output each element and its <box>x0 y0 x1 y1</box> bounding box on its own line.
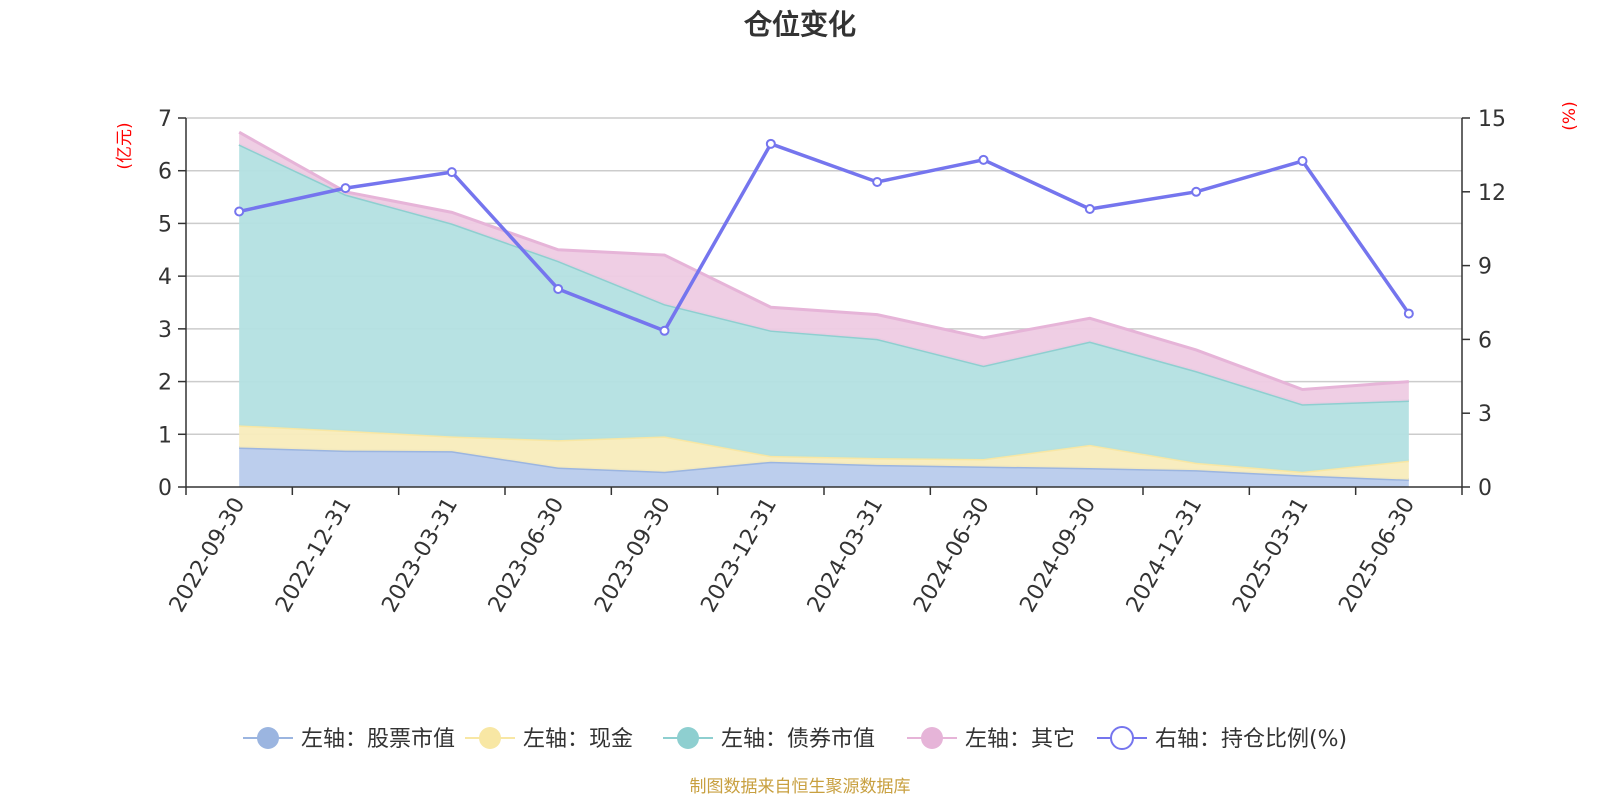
line-point <box>234 206 245 217</box>
x-axis-tick-label: 2023-12-31 <box>696 494 782 617</box>
chart-title: 仓位变化 <box>744 8 856 41</box>
x-axis-tick-label: 2025-06-30 <box>1334 494 1420 617</box>
legend-label: 左轴：其它 <box>965 727 1075 752</box>
left-axis-tick-label: 7 <box>158 107 172 132</box>
right-axis-tick-label: 15 <box>1478 107 1506 132</box>
x-axis-tick-label: 2023-09-30 <box>590 494 676 617</box>
legend-label: 左轴：股票市值 <box>301 727 455 752</box>
x-axis-tick-label: 2022-12-31 <box>271 494 357 617</box>
left-axis-tick-label: 0 <box>158 476 172 501</box>
right-axis-tick-label: 12 <box>1478 181 1506 206</box>
line-series <box>234 138 1414 336</box>
right-axis-tick-label: 6 <box>1478 328 1492 353</box>
line-point <box>1297 156 1308 167</box>
legend-label: 左轴：现金 <box>523 727 633 752</box>
area-左轴：其它 <box>239 132 1409 405</box>
area-左轴：现金 <box>239 425 1409 480</box>
legend-item: 左轴：现金 <box>465 727 633 752</box>
left-axis-unit: (亿元) <box>115 122 135 169</box>
area-左轴：股票市值 <box>239 447 1409 487</box>
left-axis-tick-label: 2 <box>158 371 172 396</box>
area-左轴：债券市值 <box>239 144 1409 472</box>
line-point <box>978 154 989 165</box>
line-point <box>340 183 351 194</box>
data-source-note: 制图数据来自恒生聚源数据库 <box>690 777 911 797</box>
legend-item: 左轴：其它 <box>907 727 1075 752</box>
left-axis-tick-label: 3 <box>158 318 172 343</box>
legend-marker-icon <box>479 727 501 749</box>
line-point <box>446 167 457 178</box>
legend-item: 左轴：股票市值 <box>243 727 455 752</box>
right-axis-unit: (%) <box>1560 101 1580 130</box>
line-point <box>1191 186 1202 197</box>
x-axis-tick-label: 2024-09-30 <box>1015 494 1101 617</box>
x-axis-tick-label: 2023-06-30 <box>484 494 570 617</box>
legend-label: 右轴：持仓比例(%) <box>1155 727 1347 752</box>
x-axis-tick-label: 2024-03-31 <box>803 494 889 617</box>
legend-item: 右轴：持仓比例(%) <box>1097 726 1347 752</box>
line-point <box>872 176 883 187</box>
legend-item: 左轴：债券市值 <box>663 727 875 752</box>
x-axis-tick-label: 2025-03-31 <box>1228 494 1314 617</box>
line-point <box>1084 204 1095 215</box>
line-point <box>553 283 564 294</box>
legend-marker-icon <box>257 727 279 749</box>
line-point <box>659 325 670 336</box>
x-axis-tick-label: 2024-06-30 <box>909 494 995 617</box>
right-axis-tick-label: 0 <box>1478 476 1492 501</box>
line-右轴：持仓比例(%) <box>238 141 1411 333</box>
legend-marker-icon <box>677 727 699 749</box>
left-axis-tick-label: 4 <box>158 265 172 290</box>
line-point <box>1403 308 1414 319</box>
area-edge-左轴：其它 <box>238 130 1409 391</box>
left-axis-tick-label: 6 <box>158 160 172 185</box>
right-axis-tick-label: 3 <box>1478 402 1492 427</box>
right-axis-tick-label: 9 <box>1478 255 1492 280</box>
area-series <box>238 130 1409 487</box>
legend-label: 左轴：债券市值 <box>721 727 875 752</box>
x-axis-tick-label: 2024-12-31 <box>1122 494 1208 617</box>
legend-marker-icon <box>921 727 943 749</box>
left-axis-tick-label: 5 <box>158 212 172 237</box>
legend-marker-icon <box>1110 726 1134 750</box>
x-axis-tick-label: 2023-03-31 <box>377 494 463 617</box>
line-point <box>765 138 776 149</box>
x-axis-tick-label: 2022-09-30 <box>165 494 251 617</box>
legend: 左轴：股票市值 左轴：现金 左轴：债券市值 左轴：其它 右轴：持仓比例(%) <box>243 726 1347 752</box>
left-axis-tick-label: 1 <box>158 423 172 448</box>
